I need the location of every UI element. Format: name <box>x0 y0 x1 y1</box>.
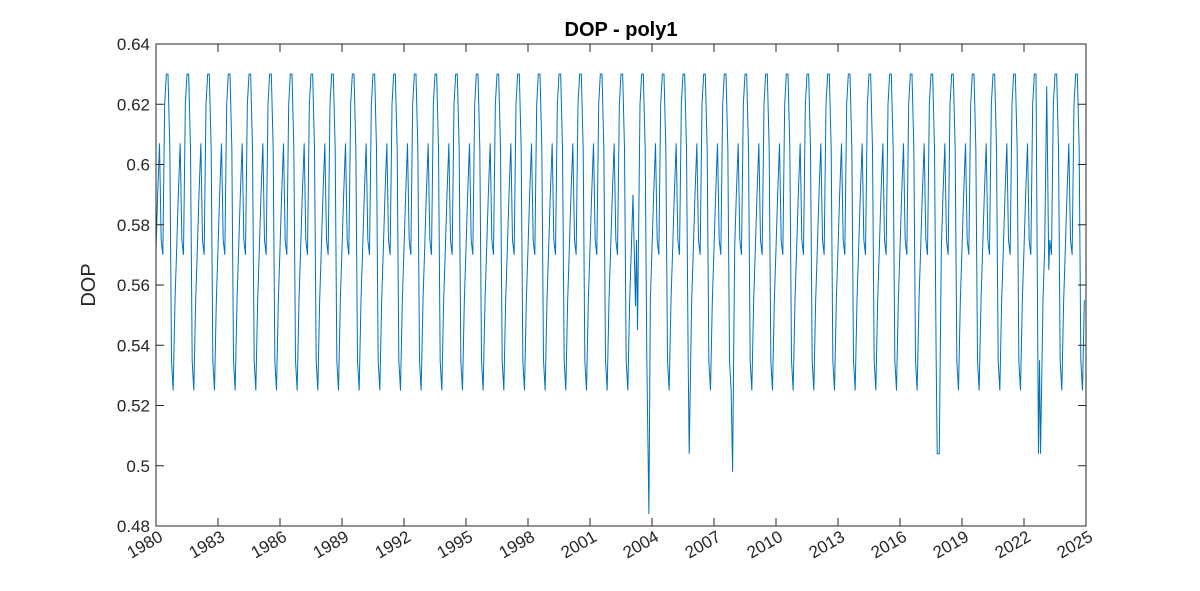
x-tick-label: 2007 <box>682 527 724 562</box>
x-tick-label: 1989 <box>310 527 352 562</box>
x-tick-label: 2022 <box>992 527 1034 562</box>
y-tick-label: 0.6 <box>126 156 150 175</box>
y-axis-label: DOP <box>78 263 100 306</box>
x-tick-label: 2016 <box>868 527 910 562</box>
x-tick-label: 2019 <box>930 527 972 562</box>
chart-title: DOP - poly1 <box>565 19 678 41</box>
y-tick-label: 0.52 <box>117 397 150 416</box>
series-line <box>155 73 1085 514</box>
plot-area <box>156 44 1086 526</box>
x-tick-label: 2013 <box>806 527 848 562</box>
x-tick-label: 2004 <box>620 527 662 562</box>
x-tick-label: 2025 <box>1054 527 1096 562</box>
y-tick-label: 0.48 <box>117 517 150 536</box>
x-tick-label: 1995 <box>434 527 476 562</box>
y-tick-label: 0.64 <box>117 35 150 54</box>
x-tick-label: 1983 <box>186 527 228 562</box>
x-tick-label: 2010 <box>744 527 786 562</box>
y-tick-label: 0.54 <box>117 336 150 355</box>
y-tick-label: 0.5 <box>126 457 150 476</box>
x-tick-label: 1998 <box>496 527 538 562</box>
y-tick-label: 0.58 <box>117 216 150 235</box>
x-tick-label: 2001 <box>558 527 600 562</box>
y-tick-label: 0.56 <box>117 276 150 295</box>
y-tick-label: 0.62 <box>117 95 150 114</box>
x-tick-label: 1986 <box>248 527 290 562</box>
x-tick-label: 1992 <box>372 527 414 562</box>
